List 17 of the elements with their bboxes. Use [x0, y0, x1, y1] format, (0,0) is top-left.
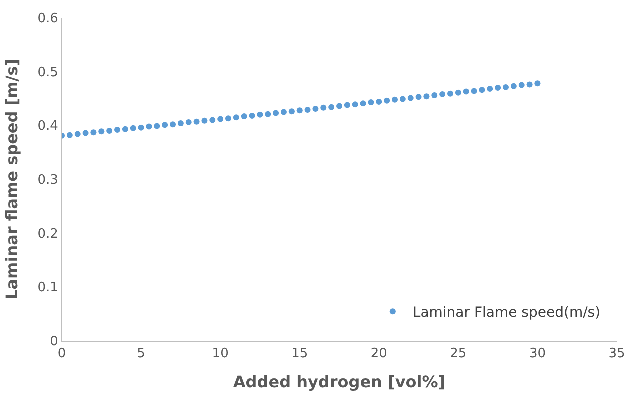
- x-axis-title: Added hydrogen [vol%]: [233, 372, 446, 392]
- y-axis-title: Laminar flame speed [m/s]: [2, 59, 22, 300]
- x-tick-label: 30: [529, 346, 546, 362]
- x-tick-label: 15: [292, 346, 308, 362]
- y-tick-label: 0.3: [38, 173, 58, 188]
- y-tick-label: 0.2: [38, 226, 58, 242]
- y-tick-label: 0.6: [38, 12, 58, 27]
- y-tick-label: 0.1: [38, 280, 58, 296]
- y-tick-label: 0.4: [38, 119, 58, 134]
- x-tick-label: 10: [212, 346, 229, 362]
- x-tick-label: 35: [608, 346, 626, 362]
- legend-label: Laminar Flame speed(m/s): [412, 305, 601, 322]
- x-tick-label: 25: [450, 346, 467, 362]
- y-tick-label: 0: [50, 334, 58, 350]
- y-tick-label: 0.5: [38, 65, 58, 80]
- x-tick-label: 20: [370, 346, 388, 362]
- x-tick-label: 5: [137, 346, 146, 362]
